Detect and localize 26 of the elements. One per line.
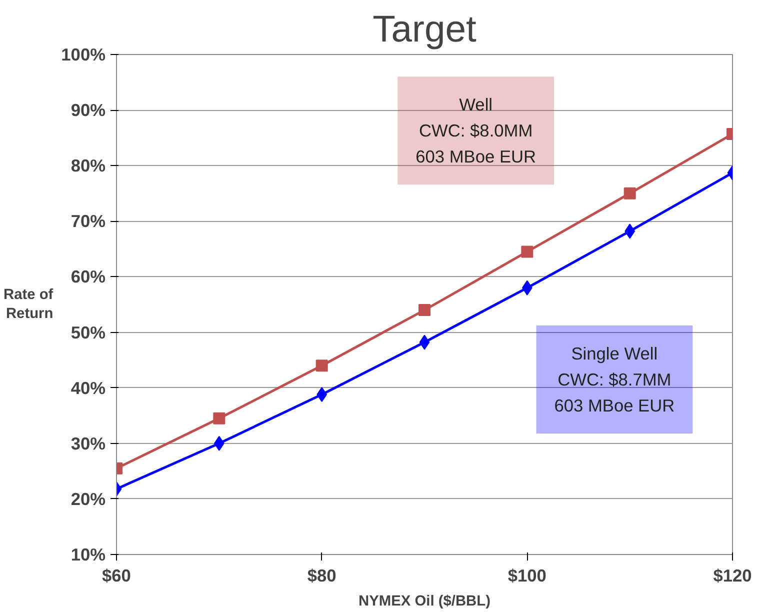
- y-tick-label: 10%: [70, 544, 106, 564]
- point: [521, 246, 534, 258]
- annotation: Single Well CWC: $8.7MM 603 MBoe EUR: [554, 344, 675, 416]
- chart-title: Target: [372, 8, 477, 50]
- point: [419, 334, 430, 350]
- point: [418, 304, 430, 316]
- annotation: Well CWC: $8.0MM 603 MBoe EUR: [416, 94, 536, 167]
- y-tick-label: 60%: [70, 266, 106, 287]
- x-axis-title: NYMEX Oil ($/BBL): [358, 594, 491, 610]
- x-tick-label: $120: [713, 566, 752, 586]
- x-tick-label: $60: [102, 566, 131, 586]
- x-tick-label: $100: [508, 566, 546, 586]
- y-tick-label: 90%: [70, 100, 106, 120]
- point: [213, 412, 226, 424]
- point: [316, 360, 328, 372]
- x-tick-label: $80: [307, 566, 336, 586]
- y-tick-label: 20%: [70, 488, 106, 509]
- y-tick-label: 30%: [70, 433, 106, 454]
- y-tick-label: 50%: [70, 322, 106, 342]
- point: [316, 387, 327, 402]
- y-tick-label: 70%: [70, 211, 106, 232]
- y-tick-label: 100%: [61, 44, 106, 64]
- point: [624, 187, 636, 200]
- y-tick-label: 80%: [70, 156, 106, 176]
- y-axis-title: Rate of Return: [4, 286, 54, 322]
- y-tick-label: 40%: [70, 378, 106, 398]
